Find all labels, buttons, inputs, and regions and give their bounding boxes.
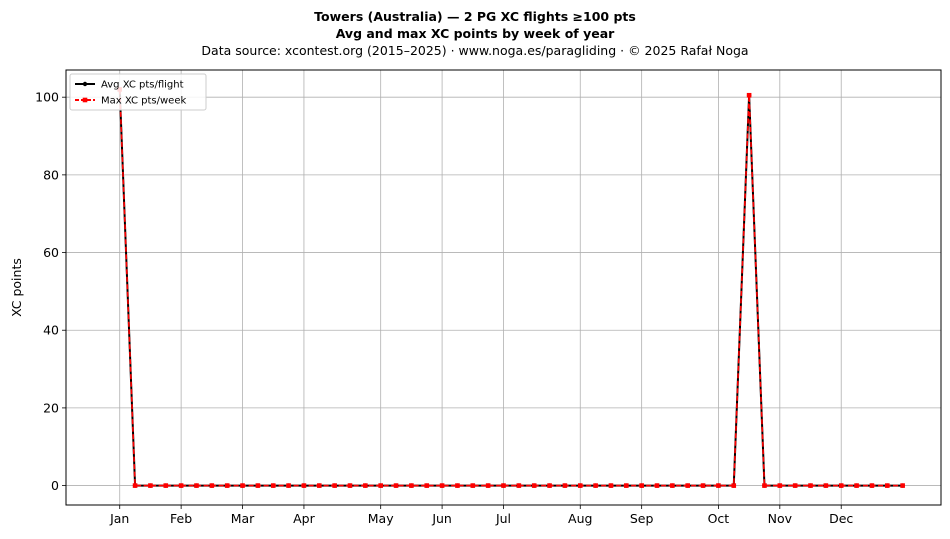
- data-point: [808, 483, 813, 488]
- data-point: [301, 483, 307, 488]
- data-point: [347, 483, 353, 488]
- y-axis-label: XC points: [9, 258, 24, 317]
- data-point: [685, 483, 691, 488]
- chart-title: Towers (Australia) — 2 PG XC flights ≥10…: [314, 9, 636, 24]
- data-point: [132, 483, 138, 488]
- x-tick-label: Apr: [293, 511, 315, 526]
- x-tick-label: Aug: [568, 511, 592, 526]
- data-point: [316, 483, 322, 488]
- data-point: [716, 483, 721, 488]
- data-point: [439, 483, 445, 488]
- data-point: [854, 483, 859, 488]
- x-tick-label: Jun: [431, 511, 452, 526]
- data-point: [654, 483, 660, 488]
- data-point: [163, 483, 169, 488]
- y-tick-label: 0: [51, 478, 59, 493]
- data-point: [378, 483, 383, 488]
- y-tick-label: 40: [43, 323, 59, 338]
- data-point: [900, 483, 905, 488]
- legend-marker: [82, 81, 88, 87]
- legend-label: Avg XC pts/flight: [101, 80, 184, 91]
- data-point: [838, 483, 844, 488]
- y-tick-label: 80: [43, 167, 59, 182]
- axes: Jan Feb Mar Apr May Jun Jul Aug Sep Oct Nov Dec 0 20 4…: [35, 90, 853, 526]
- data-point: [393, 483, 399, 488]
- y-tick-label: 100: [35, 90, 59, 105]
- data-point: [746, 92, 752, 98]
- data-point: [501, 483, 506, 488]
- x-tick-label: Jul: [495, 511, 511, 526]
- x-tick-label: Feb: [170, 511, 192, 526]
- data-point: [531, 483, 537, 488]
- data-point: [731, 483, 737, 488]
- data-point: [823, 483, 829, 488]
- data-point: [409, 483, 414, 488]
- data-source-note: Data source: xcontest.org (2015–2025) · …: [201, 43, 749, 58]
- data-point: [363, 483, 368, 488]
- data-point: [884, 483, 890, 488]
- x-tick-label: Nov: [768, 511, 793, 526]
- legend-marker: [82, 97, 88, 103]
- data-point: [624, 483, 629, 488]
- data-point: [777, 483, 783, 488]
- data-point: [869, 483, 875, 488]
- chart-title-block: Towers (Australia) — 2 PG XC flights ≥10…: [0, 8, 950, 59]
- data-point: [562, 483, 568, 488]
- x-tick-label: Jan: [109, 511, 129, 526]
- data-point: [194, 483, 199, 488]
- data-point: [178, 483, 184, 488]
- x-tick-label: May: [368, 511, 394, 526]
- data-point: [286, 483, 291, 488]
- data-point: [577, 483, 583, 488]
- data-point: [639, 483, 644, 488]
- series-line-1: [118, 89, 903, 487]
- x-tick-label: Dec: [829, 511, 853, 526]
- chart-subtitle: Avg and max XC points by week of year: [335, 26, 615, 41]
- data-point: [455, 483, 460, 488]
- legend-box: [69, 73, 207, 111]
- data-point: [255, 483, 261, 488]
- series-line-2: [118, 89, 903, 487]
- data-point: [608, 483, 614, 488]
- data-point: [470, 483, 476, 488]
- legend: Avg XC pts/flight Max XC pts/week: [69, 73, 207, 111]
- data-point: [424, 483, 430, 488]
- x-tick-label: Oct: [708, 511, 730, 526]
- data-point: [240, 483, 245, 488]
- data-point: [593, 483, 598, 488]
- data-point: [670, 483, 675, 488]
- data-point: [792, 483, 798, 488]
- data-point: [485, 483, 491, 488]
- series-layer: [117, 87, 905, 488]
- x-tick-label: Sep: [630, 511, 654, 526]
- data-point: [547, 483, 552, 488]
- x-tick-label: Mar: [231, 511, 255, 526]
- data-point: [148, 483, 153, 488]
- data-point: [209, 483, 215, 488]
- data-point: [762, 483, 767, 488]
- data-point: [224, 483, 230, 488]
- legend-label: Max XC pts/week: [101, 96, 186, 107]
- grid-lines: [66, 70, 941, 505]
- y-tick-label: 20: [43, 400, 59, 415]
- data-point: [270, 483, 276, 488]
- data-point: [516, 483, 522, 488]
- data-point: [700, 483, 706, 488]
- data-point: [332, 483, 337, 488]
- y-tick-label: 60: [43, 245, 59, 260]
